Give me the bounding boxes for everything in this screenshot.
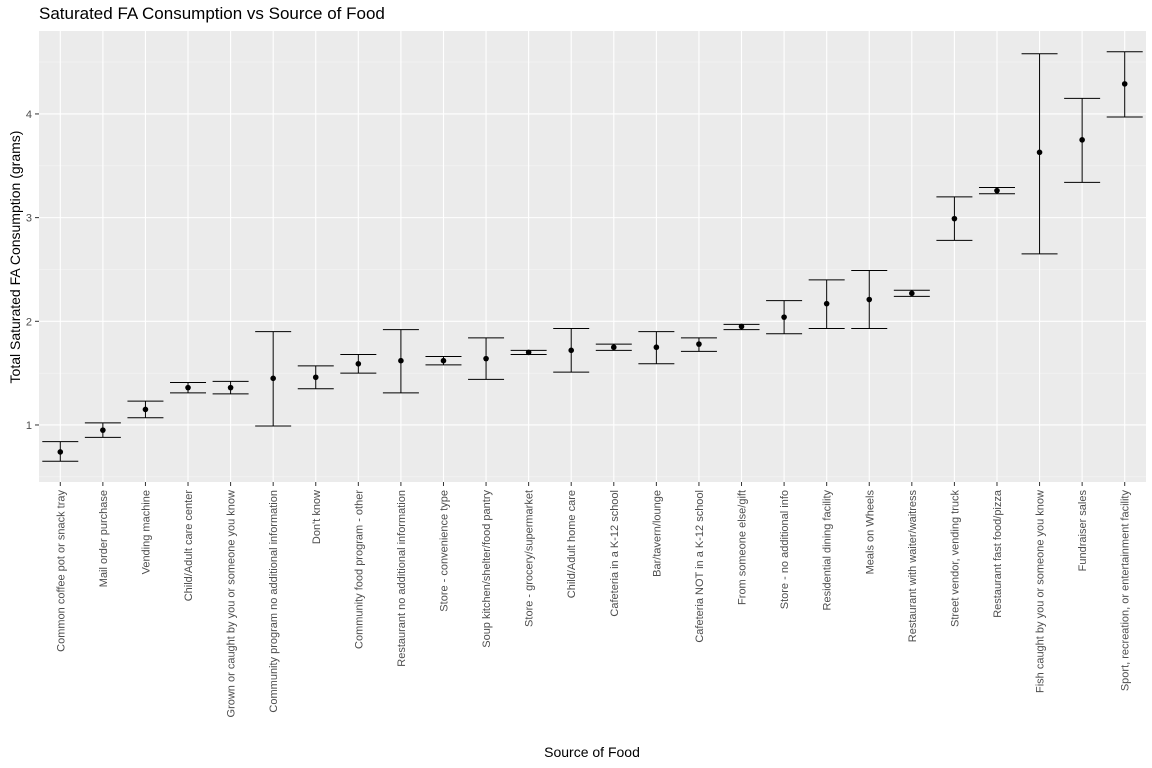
mean-point bbox=[994, 187, 1000, 194]
mean-point bbox=[738, 323, 745, 330]
mean-point bbox=[781, 314, 787, 320]
mean-point bbox=[909, 290, 915, 297]
x-tick-label: Restaurant no additional information bbox=[396, 490, 408, 667]
mean-points bbox=[57, 81, 1128, 455]
mean-point bbox=[100, 427, 106, 433]
mean-point bbox=[525, 349, 532, 356]
x-tick-label: Bar/tavern/lounge bbox=[651, 490, 663, 577]
x-tick-label: Meals on Wheels bbox=[864, 490, 876, 575]
x-axis-ticks: Common coffee pot or snack tray Mail orde… bbox=[55, 482, 1132, 718]
x-tick-label: Residential dining facility bbox=[822, 490, 834, 611]
x-tick-label: Child/Adult care center bbox=[183, 490, 195, 602]
mean-point bbox=[355, 361, 362, 367]
x-tick-label: Cafeteria NOT in a K-12 school bbox=[694, 490, 706, 643]
x-tick-label: Child/Adult home care bbox=[566, 490, 578, 598]
x-tick-label: Grown or caught by you or someone you kn… bbox=[226, 490, 238, 718]
mean-point bbox=[1079, 137, 1085, 143]
x-tick-label: Common coffee pot or snack tray bbox=[55, 490, 67, 652]
x-axis-title: Source of Food bbox=[544, 744, 640, 760]
x-tick-label: Community food program - other bbox=[353, 490, 365, 649]
chart-title: Saturated FA Consumption vs Source of Fo… bbox=[39, 4, 385, 23]
mean-point bbox=[227, 384, 234, 391]
y-tick-label: 2 bbox=[26, 316, 32, 328]
x-tick-label: Restaurant with waiter/waitress bbox=[907, 490, 919, 643]
x-tick-label: Mail order purchase bbox=[98, 490, 110, 587]
x-tick-label: Store - convenience type bbox=[438, 490, 450, 612]
mean-point bbox=[312, 374, 319, 381]
mean-point bbox=[398, 357, 404, 364]
mean-point bbox=[823, 300, 830, 307]
mean-point bbox=[57, 449, 64, 455]
x-tick-label: Street vendor, vending truck bbox=[949, 490, 961, 627]
x-tick-label: Soup kitchen/shelter/food pantry bbox=[481, 490, 493, 648]
mean-point bbox=[1121, 81, 1128, 87]
mean-point bbox=[568, 347, 575, 354]
x-tick-label: Fundraiser sales bbox=[1077, 490, 1089, 572]
y-tick-label: 4 bbox=[26, 109, 32, 121]
y-axis-ticks: 1 2 3 4 bbox=[26, 109, 39, 432]
x-tick-label: Store - grocery/supermarket bbox=[524, 490, 536, 627]
x-tick-label: Don't know bbox=[311, 490, 323, 544]
mean-point bbox=[270, 375, 276, 382]
y-axis-title: Total Saturated FA Consumption (grams) bbox=[7, 131, 23, 384]
mean-point bbox=[142, 406, 149, 413]
x-tick-label: From someone else/gift bbox=[737, 490, 749, 605]
x-tick-label: Sport, recreation, or entertainment faci… bbox=[1120, 490, 1132, 692]
mean-point bbox=[1036, 149, 1043, 156]
mean-point bbox=[185, 384, 191, 391]
x-tick-label: Restaurant fast food/pizza bbox=[992, 489, 1004, 618]
mean-point bbox=[696, 341, 702, 347]
mean-point bbox=[653, 344, 660, 351]
mean-point bbox=[610, 344, 617, 351]
mean-point bbox=[483, 355, 489, 362]
y-tick-label: 3 bbox=[26, 213, 32, 225]
x-tick-label: Cafeteria in a K-12 school bbox=[609, 490, 621, 617]
plot-panel bbox=[39, 31, 1146, 482]
mean-point bbox=[866, 296, 873, 303]
mean-point bbox=[951, 215, 958, 222]
x-tick-label: Vending machine bbox=[140, 490, 152, 574]
x-tick-label: Store - no additional info bbox=[779, 490, 791, 609]
x-tick-label: Community program no additional informat… bbox=[268, 490, 280, 713]
x-tick-label: Fish caught by you or someone you know bbox=[1035, 490, 1047, 693]
y-tick-label: 1 bbox=[26, 420, 32, 432]
mean-point bbox=[440, 357, 447, 364]
